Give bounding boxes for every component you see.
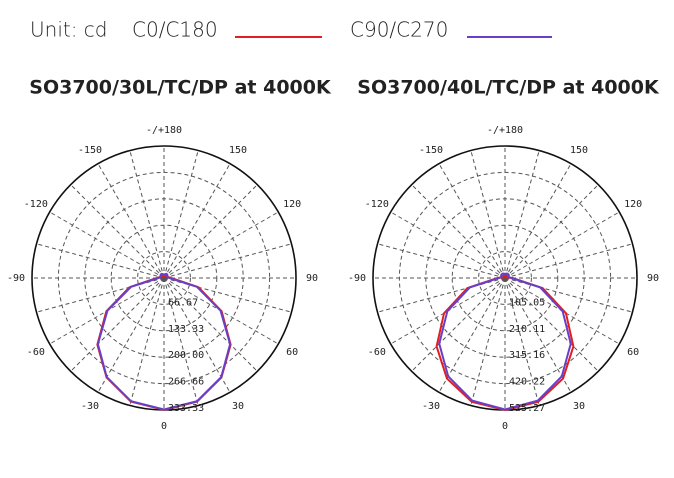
radial-tick-label: 200.00 xyxy=(168,350,204,361)
angle-tick-label: 60 xyxy=(286,347,298,358)
grid-spoke xyxy=(97,277,165,393)
grid-spoke-minor xyxy=(70,277,165,372)
radial-tick-label: 210.11 xyxy=(509,324,545,335)
grid-spoke-minor xyxy=(504,277,599,372)
grid-spoke xyxy=(163,163,231,279)
radial-tick-label: 525.27 xyxy=(509,403,545,414)
grid-spoke-minor xyxy=(504,243,633,279)
grid-spoke-minor xyxy=(470,150,506,279)
angle-tick-label: -120 xyxy=(365,199,389,210)
radial-tick-label: 133.33 xyxy=(168,324,204,335)
angle-tick-label: 150 xyxy=(229,145,247,156)
radial-tick-label: 266.66 xyxy=(168,377,204,388)
angle-tick-label: 60 xyxy=(627,347,639,358)
grid-spoke-minor xyxy=(163,150,199,279)
angle-tick-label: 120 xyxy=(624,199,642,210)
radial-tick-label: 315.16 xyxy=(509,350,545,361)
radial-tick-label: 105.05 xyxy=(509,297,545,308)
angle-tick-label: -/+180 xyxy=(487,125,523,136)
grid-spoke xyxy=(163,277,231,393)
grid-spoke-minor xyxy=(504,150,540,279)
chart-title: SO3700/30L/TC/DP at 4000K xyxy=(29,77,332,99)
grid-spoke-minor xyxy=(163,277,199,406)
angle-tick-label: -150 xyxy=(419,145,443,156)
angle-tick-label: 120 xyxy=(283,199,301,210)
grid-spoke-minor xyxy=(504,277,540,406)
grid-spoke xyxy=(504,277,572,393)
angle-tick-label: 90 xyxy=(647,273,659,284)
grid-spoke-minor xyxy=(70,184,165,279)
angle-tick-label: -60 xyxy=(368,347,386,358)
grid-ring xyxy=(478,251,532,305)
angle-tick-label: 30 xyxy=(232,401,244,412)
angle-tick-label: -90 xyxy=(7,273,25,284)
grid-spoke-minor xyxy=(36,243,165,279)
intensity-curve xyxy=(438,272,572,411)
angle-tick-label: -150 xyxy=(78,145,102,156)
angle-tick-label: 0 xyxy=(161,421,167,432)
grid-spoke xyxy=(504,163,572,279)
grid-spoke-minor xyxy=(163,243,292,279)
radial-tick-label: 333.33 xyxy=(168,403,204,414)
grid-spoke-minor xyxy=(504,184,599,279)
angle-tick-label: -120 xyxy=(24,199,48,210)
grid-spoke xyxy=(97,163,165,279)
grid-spoke xyxy=(163,211,279,279)
angle-tick-label: 30 xyxy=(573,401,585,412)
grid-spoke-minor xyxy=(470,277,506,406)
chart-title: SO3700/40L/TC/DP at 4000K xyxy=(357,77,660,99)
angle-tick-label: -30 xyxy=(81,401,99,412)
legend-label: C0/C180 xyxy=(132,18,218,42)
grid-spoke-minor xyxy=(163,184,258,279)
grid-spoke-minor xyxy=(129,277,165,406)
grid-spoke-minor xyxy=(411,184,506,279)
grid-ring xyxy=(137,251,191,305)
grid-spoke xyxy=(504,211,620,279)
grid-spoke-minor xyxy=(377,243,506,279)
angle-tick-label: 90 xyxy=(306,273,318,284)
angle-tick-label: -60 xyxy=(27,347,45,358)
radial-tick-label: 66.67 xyxy=(168,297,198,308)
grid-spoke xyxy=(49,211,165,279)
angle-tick-label: -90 xyxy=(348,273,366,284)
angle-tick-label: 0 xyxy=(502,421,508,432)
grid-spoke-minor xyxy=(129,150,165,279)
angle-tick-label: -30 xyxy=(422,401,440,412)
intensity-curve xyxy=(96,272,232,411)
angle-tick-label: 150 xyxy=(570,145,588,156)
grid-spoke xyxy=(438,163,506,279)
grid-spoke-minor xyxy=(163,277,258,372)
legend-label: C90/C270 xyxy=(350,18,448,42)
grid-spoke xyxy=(438,277,506,393)
angle-tick-label: -/+180 xyxy=(146,125,182,136)
unit-label: Unit: cd xyxy=(30,18,108,42)
grid-spoke xyxy=(390,211,506,279)
radial-tick-label: 420.22 xyxy=(509,377,545,388)
grid-spoke-minor xyxy=(411,277,506,372)
